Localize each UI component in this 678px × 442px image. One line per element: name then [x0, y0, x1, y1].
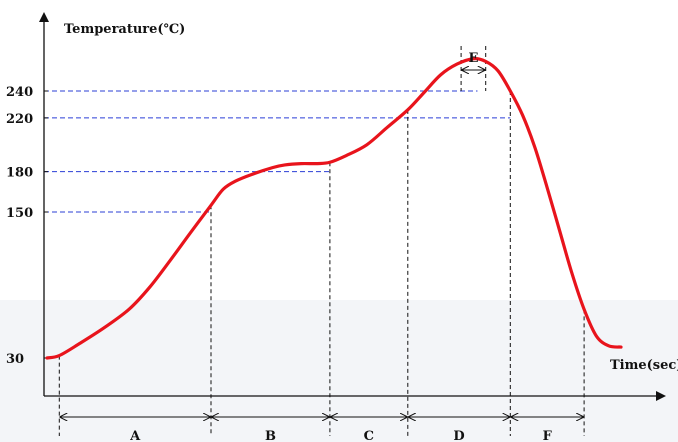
temperature-curve — [45, 57, 623, 360]
y-tick-label-220: 220 — [6, 112, 33, 127]
y-tick-label-30: 30 — [6, 352, 24, 367]
segment-label-C: C — [364, 429, 374, 442]
dashed-guides — [44, 46, 585, 436]
segment-label-A: A — [129, 429, 141, 442]
axes — [39, 12, 666, 401]
y-tick-label-180: 180 — [6, 166, 33, 181]
x-axis-label: Time(sec) — [610, 358, 678, 373]
temperature-line — [45, 57, 623, 360]
segment-label-D: D — [453, 429, 464, 442]
segment-ranges: A B C D F E — [60, 51, 583, 442]
y-tick-label-150: 150 — [6, 206, 33, 221]
segment-label-B: B — [265, 429, 276, 442]
background-band — [0, 300, 678, 442]
peak-label-E: E — [468, 51, 478, 66]
segment-label-F: F — [543, 429, 553, 442]
y-axis-label: Temperature(℃) — [64, 22, 185, 37]
y-tick-label-240: 240 — [6, 85, 33, 100]
